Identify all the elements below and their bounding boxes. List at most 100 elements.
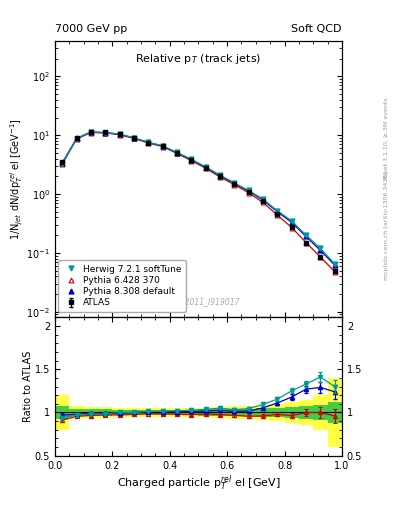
Pythia 8.308 default [232, 180, 237, 186]
Bar [328, 378, 342, 447]
Y-axis label: 1/N$_{jet}$ dN/dp$_{T}^{rel}$ el [GeV$^{-1}$]: 1/N$_{jet}$ dN/dp$_{T}^{rel}$ el [GeV$^{… [8, 118, 25, 240]
Line: Pythia 8.308 default: Pythia 8.308 default [60, 130, 337, 268]
Text: Soft QCD: Soft QCD [292, 24, 342, 34]
Herwig 7.2.1 softTune [132, 135, 136, 141]
Pythia 8.308 default [246, 188, 251, 194]
Pythia 8.308 default [60, 160, 64, 166]
Pythia 6.428 370 [203, 165, 208, 172]
Herwig 7.2.1 softTune [275, 208, 280, 214]
Pythia 8.308 default [275, 209, 280, 215]
Line: Herwig 7.2.1 softTune: Herwig 7.2.1 softTune [60, 130, 337, 266]
Pythia 8.308 default [304, 233, 309, 240]
Bar [285, 402, 299, 423]
Pythia 8.308 default [318, 247, 323, 253]
Y-axis label: Ratio to ATLAS: Ratio to ATLAS [24, 351, 33, 422]
Pythia 8.308 default [146, 139, 151, 145]
Pythia 8.308 default [160, 143, 165, 149]
Line: Pythia 6.428 370: Pythia 6.428 370 [60, 130, 337, 274]
Pythia 8.308 default [103, 130, 108, 136]
Bar [227, 407, 242, 418]
Pythia 6.428 370 [146, 140, 151, 146]
Bar [84, 410, 98, 416]
Herwig 7.2.1 softTune [174, 150, 179, 156]
Herwig 7.2.1 softTune [160, 143, 165, 149]
Bar [55, 406, 70, 419]
Pythia 6.428 370 [232, 181, 237, 187]
Text: mcplots.cern.ch [arXiv:1306.3436]: mcplots.cern.ch [arXiv:1306.3436] [384, 171, 389, 280]
Bar [328, 402, 342, 423]
Bar [112, 408, 127, 417]
Pythia 8.308 default [174, 150, 179, 156]
Herwig 7.2.1 softTune [74, 136, 79, 142]
Bar [170, 410, 184, 415]
Pythia 6.428 370 [275, 212, 280, 218]
Bar [299, 406, 313, 419]
Bar [213, 407, 227, 418]
Text: Rivet 3.1.10, ≥ 3M events: Rivet 3.1.10, ≥ 3M events [384, 97, 389, 179]
Herwig 7.2.1 softTune [318, 245, 323, 251]
Bar [313, 395, 328, 430]
Bar [170, 408, 184, 417]
Bar [184, 410, 198, 415]
Bar [70, 409, 84, 416]
Pythia 6.428 370 [189, 158, 194, 164]
Pythia 6.428 370 [318, 254, 323, 260]
Pythia 6.428 370 [246, 190, 251, 196]
Text: ATLAS_2011_I919017: ATLAS_2011_I919017 [157, 297, 240, 306]
Bar [184, 408, 198, 417]
Bar [270, 408, 285, 417]
Text: 7000 GeV pp: 7000 GeV pp [55, 24, 127, 34]
Pythia 8.308 default [132, 135, 136, 141]
Pythia 6.428 370 [60, 161, 64, 167]
Pythia 6.428 370 [103, 130, 108, 136]
Herwig 7.2.1 softTune [261, 196, 265, 202]
Herwig 7.2.1 softTune [103, 130, 108, 136]
Herwig 7.2.1 softTune [146, 139, 151, 145]
Legend: Herwig 7.2.1 softTune, Pythia 6.428 370, Pythia 8.308 default, ATLAS: Herwig 7.2.1 softTune, Pythia 6.428 370,… [58, 260, 186, 312]
Pythia 6.428 370 [117, 132, 122, 138]
Herwig 7.2.1 softTune [304, 232, 309, 238]
Bar [156, 410, 170, 415]
Bar [270, 404, 285, 421]
Bar [213, 409, 227, 416]
Herwig 7.2.1 softTune [88, 129, 93, 135]
Bar [141, 410, 156, 415]
Herwig 7.2.1 softTune [246, 187, 251, 194]
Bar [84, 407, 98, 418]
Bar [285, 407, 299, 418]
Bar [98, 407, 112, 418]
Pythia 6.428 370 [304, 240, 309, 246]
Bar [112, 410, 127, 415]
Pythia 8.308 default [117, 131, 122, 137]
Bar [242, 409, 256, 416]
Bar [242, 406, 256, 419]
Text: Relative p$_{T}$ (track jets): Relative p$_{T}$ (track jets) [135, 52, 262, 66]
Bar [198, 408, 213, 417]
Bar [98, 410, 112, 416]
Bar [313, 404, 328, 420]
Bar [70, 407, 84, 418]
Pythia 8.308 default [74, 135, 79, 141]
Pythia 8.308 default [289, 219, 294, 225]
Pythia 6.428 370 [332, 269, 337, 275]
Pythia 8.308 default [218, 173, 222, 179]
Pythia 6.428 370 [261, 199, 265, 205]
Herwig 7.2.1 softTune [60, 160, 64, 166]
Pythia 6.428 370 [132, 135, 136, 141]
Bar [141, 408, 156, 417]
Bar [127, 408, 141, 417]
Bar [156, 408, 170, 417]
Bar [256, 408, 270, 417]
Pythia 6.428 370 [289, 224, 294, 230]
Pythia 8.308 default [88, 129, 93, 135]
Bar [55, 395, 70, 430]
X-axis label: Charged particle p$_{T}^{rel}$ el [GeV]: Charged particle p$_{T}^{rel}$ el [GeV] [117, 473, 280, 493]
Bar [198, 410, 213, 416]
Pythia 6.428 370 [174, 151, 179, 157]
Bar [299, 399, 313, 425]
Pythia 6.428 370 [74, 136, 79, 142]
Pythia 6.428 370 [218, 174, 222, 180]
Herwig 7.2.1 softTune [203, 164, 208, 170]
Pythia 8.308 default [261, 197, 265, 203]
Herwig 7.2.1 softTune [189, 156, 194, 162]
